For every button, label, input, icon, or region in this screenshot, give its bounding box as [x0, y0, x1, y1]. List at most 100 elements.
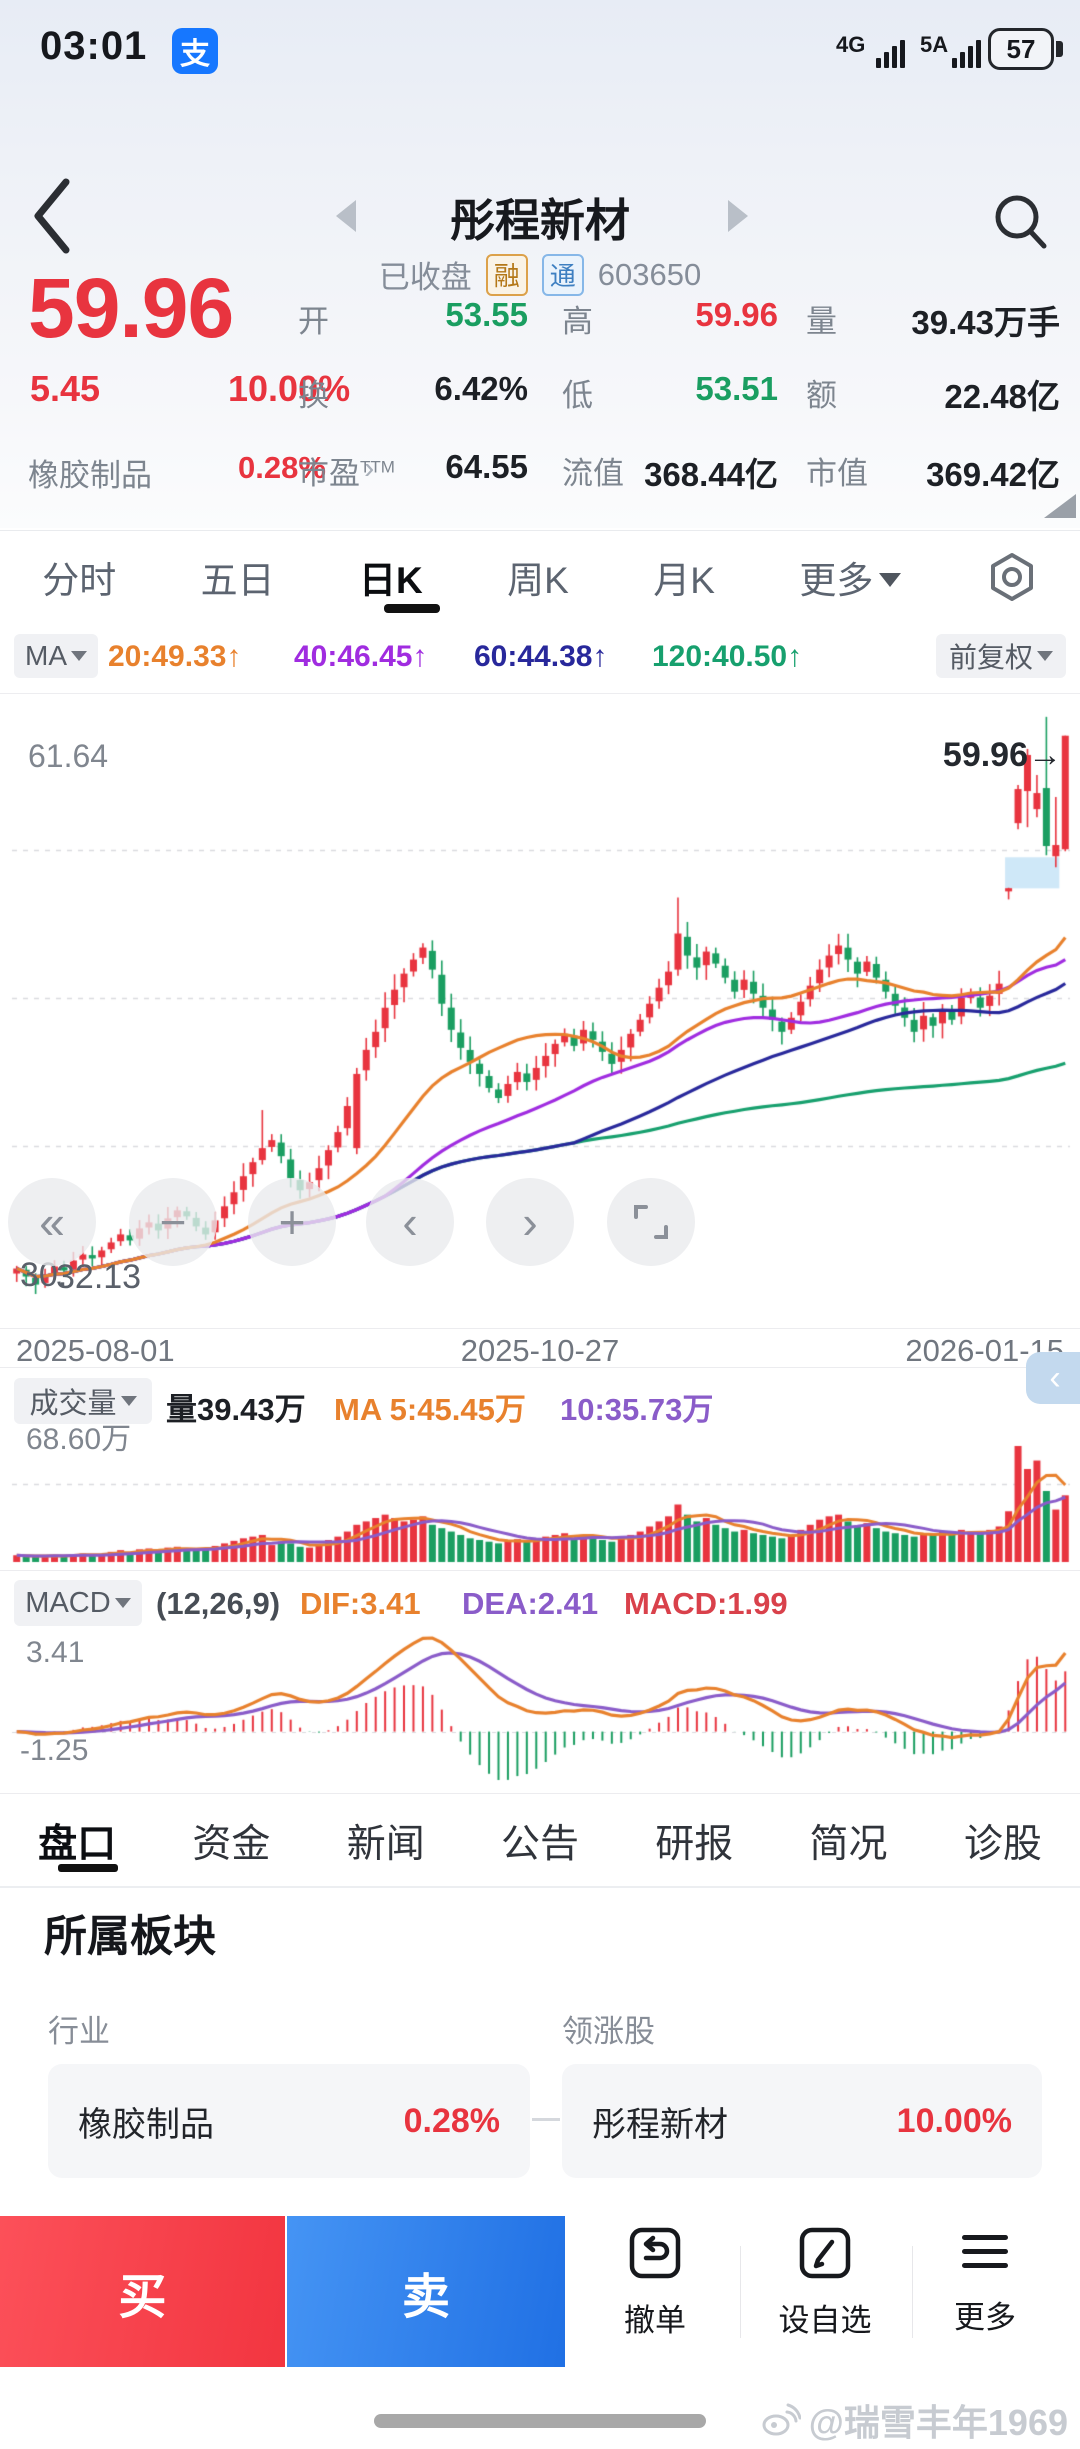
ma-selector[interactable]: MA — [14, 634, 98, 678]
detail-tabbar: 盘口 资金 新闻 公告 研报 简况 诊股 — [0, 1796, 1080, 1886]
stat-label: 流值 — [562, 456, 624, 491]
last-price-flag: 59.96→ — [942, 736, 1062, 774]
stat-label: 换 — [298, 378, 329, 413]
leader-card[interactable]: 彤程新材 10.00% — [562, 2064, 1042, 2178]
detail-tab-资金[interactable]: 资金 — [192, 1823, 271, 1866]
volume-chart[interactable] — [0, 1440, 1080, 1568]
battery-icon: 57 — [988, 28, 1054, 70]
stat-value: 39.43万手 — [911, 304, 1060, 341]
divider — [0, 1886, 1080, 1888]
fullscreen-icon — [634, 1205, 668, 1239]
stock-code: 603650 — [597, 256, 702, 292]
caret-down-icon — [120, 1396, 137, 1406]
tab-月K[interactable]: 月K — [653, 559, 715, 601]
rewind-button[interactable]: « — [8, 1178, 96, 1266]
macd-value: MACD:1.99 — [624, 1586, 788, 1621]
last-price: 59.96 — [28, 261, 234, 355]
tab-日K[interactable]: 日K — [359, 559, 423, 601]
stat-value: 368.44亿 — [644, 456, 778, 493]
next-button[interactable]: › — [486, 1178, 574, 1266]
detail-tab-公告[interactable]: 公告 — [500, 1823, 579, 1866]
ma-legend-item: 40:46.45↑ — [294, 640, 428, 673]
divider — [0, 1793, 1080, 1794]
fullscreen-button[interactable] — [607, 1178, 695, 1266]
macd-indicator-selector[interactable]: MACD — [14, 1580, 142, 1626]
leader-name: 彤程新材 — [592, 2105, 728, 2144]
stock-subtitle: 已收盘 融 通 603650 — [0, 252, 1080, 297]
stat-label: 市值 — [806, 456, 868, 491]
adjust-mode-selector[interactable]: 前复权 — [936, 634, 1066, 678]
status-time: 03:01 — [40, 24, 148, 68]
tab-分时[interactable]: 分时 — [42, 559, 117, 601]
margin-badge: 融 — [485, 253, 528, 296]
macd-dea: DEA:2.41 — [462, 1586, 599, 1621]
stat-label: 额 — [806, 378, 837, 413]
buy-button[interactable]: 买 — [0, 2216, 285, 2367]
more-button[interactable]: 更多 — [910, 2226, 1060, 2337]
search-icon[interactable] — [992, 192, 1048, 252]
market-status: 已收盘 — [378, 260, 472, 295]
stat-label: 开 — [298, 304, 329, 339]
price-axis-max: 61.64 — [28, 738, 109, 774]
stat-value: 53.51 — [695, 370, 778, 407]
prev-stock-icon[interactable] — [336, 200, 356, 232]
price-change: 5.45 — [30, 368, 101, 409]
date-tick: 2025-10-27 — [460, 1333, 620, 1368]
volume-ma10: 10:35.73万 — [560, 1392, 714, 1427]
stat-value: 53.55 — [445, 296, 528, 333]
tab-五日[interactable]: 五日 — [200, 559, 275, 601]
leader-pct: 10.00% — [896, 2101, 1012, 2140]
detail-tab-新闻[interactable]: 新闻 — [346, 1823, 425, 1866]
edit-watchlist-icon — [799, 2227, 851, 2279]
detail-tab-简况[interactable]: 简况 — [809, 1823, 888, 1866]
signal-bars-icon — [876, 40, 910, 68]
ma-legend-row — [0, 622, 1080, 694]
divider — [740, 2246, 741, 2338]
detail-tab-盘口[interactable]: 盘口 — [38, 1823, 117, 1866]
top-background — [0, 0, 1080, 528]
caret-down-icon — [114, 1598, 131, 1608]
stat-value: 59.96 — [695, 296, 778, 333]
period-tabbar: 分时 五日 日K 周K 月K 更多 — [0, 530, 1080, 622]
prev-button[interactable]: ‹ — [366, 1178, 454, 1266]
stat-value: 6.42% — [434, 370, 528, 407]
network-4g-label: 4G — [836, 32, 866, 57]
cancel-order-icon — [629, 2227, 681, 2279]
hamburger-icon — [962, 2226, 1008, 2277]
industry-card[interactable]: 橡胶制品 0.28% — [48, 2064, 530, 2178]
sector-change[interactable]: 0.28% — [238, 450, 326, 485]
chevron-right-icon[interactable]: › — [364, 450, 375, 485]
watermark: @瑞雪丰年1969 — [761, 2394, 1068, 2446]
leader-label: 领涨股 — [562, 2014, 655, 2049]
tab-更多[interactable]: 更多 — [799, 550, 902, 604]
tab-周K[interactable]: 周K — [507, 559, 569, 601]
macd-chart[interactable] — [0, 1630, 1080, 1786]
network-5a-label: 5A — [920, 32, 949, 57]
next-stock-icon[interactable] — [728, 200, 748, 232]
add-watchlist-button[interactable]: 设自选 — [750, 2226, 900, 2340]
settings-icon[interactable] — [986, 551, 1038, 603]
sector-name[interactable]: 橡胶制品 — [28, 458, 152, 493]
stat-value: 64.55 — [445, 448, 528, 485]
stat-value: 369.42亿 — [926, 456, 1060, 493]
ma-legend-item: 60:44.38↑ — [474, 640, 608, 673]
collapse-panel-button[interactable]: ‹ — [1026, 1352, 1080, 1404]
active-detail-tab-underline — [58, 1864, 118, 1872]
back-icon[interactable] — [30, 176, 74, 256]
zoom-out-button[interactable]: − — [129, 1178, 217, 1266]
cancel-order-button[interactable]: 撤单 — [580, 2226, 730, 2340]
price-axis-min: 32.13 — [56, 1258, 142, 1296]
zoom-in-button[interactable]: + — [248, 1178, 336, 1266]
macd-params: (12,26,9) — [156, 1586, 281, 1621]
sell-button[interactable]: 卖 — [287, 2216, 565, 2367]
industry-label: 行业 — [48, 2014, 110, 2049]
volume-indicator-selector[interactable]: 成交量 — [14, 1378, 152, 1424]
stat-label: 市盈TTM — [298, 456, 395, 491]
date-tick: 2025-08-01 — [16, 1333, 175, 1368]
industry-pct: 0.28% — [403, 2101, 500, 2140]
weibo-icon — [762, 2403, 801, 2436]
home-indicator — [374, 2414, 706, 2428]
detail-tab-诊股[interactable]: 诊股 — [963, 1823, 1042, 1866]
detail-tab-研报[interactable]: 研报 — [655, 1823, 734, 1866]
